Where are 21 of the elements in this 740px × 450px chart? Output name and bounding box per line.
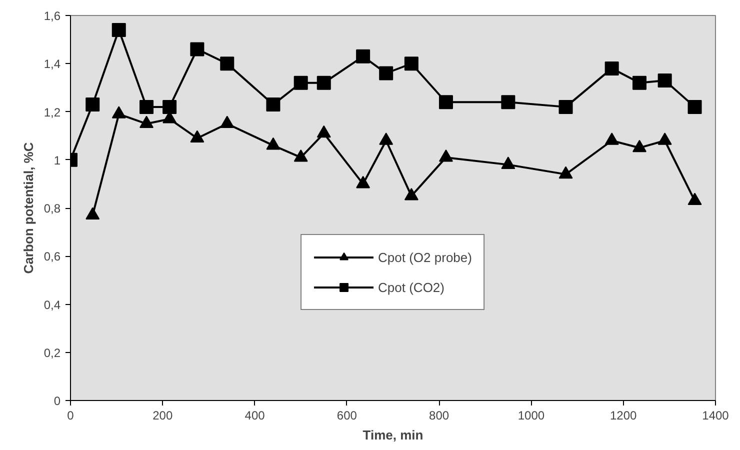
y-tick-label: 1: [54, 153, 61, 168]
x-tick-label: 200: [152, 408, 173, 422]
y-tick-label: 0,4: [44, 298, 61, 312]
y-tick-label: 0,6: [44, 250, 61, 264]
x-tick-label: 600: [336, 408, 358, 422]
y-tick-label: 0,8: [44, 202, 61, 216]
x-tick-label: 0: [67, 408, 74, 422]
x-tick-label: 800: [429, 408, 450, 422]
y-tick-label: 1,2: [44, 105, 61, 120]
y-tick-label: 0: [54, 394, 61, 408]
x-tick-label: 1000: [518, 408, 545, 422]
y-tick-label: 1,6: [44, 9, 61, 23]
x-tick-label: 1400: [702, 408, 730, 422]
x-tick-label: 1200: [610, 408, 638, 422]
y-tick-label: 1,4: [44, 57, 61, 72]
legend-label: Cpot (CO2): [378, 280, 444, 294]
x-tick-label: 400: [244, 408, 266, 422]
y-tick-label: 0,2: [44, 346, 61, 360]
y-axis-title: Carbon potential, %C: [20, 142, 36, 274]
x-axis-title: Time, min: [362, 428, 424, 442]
legend-label: Cpot (O2 probe): [378, 250, 472, 264]
